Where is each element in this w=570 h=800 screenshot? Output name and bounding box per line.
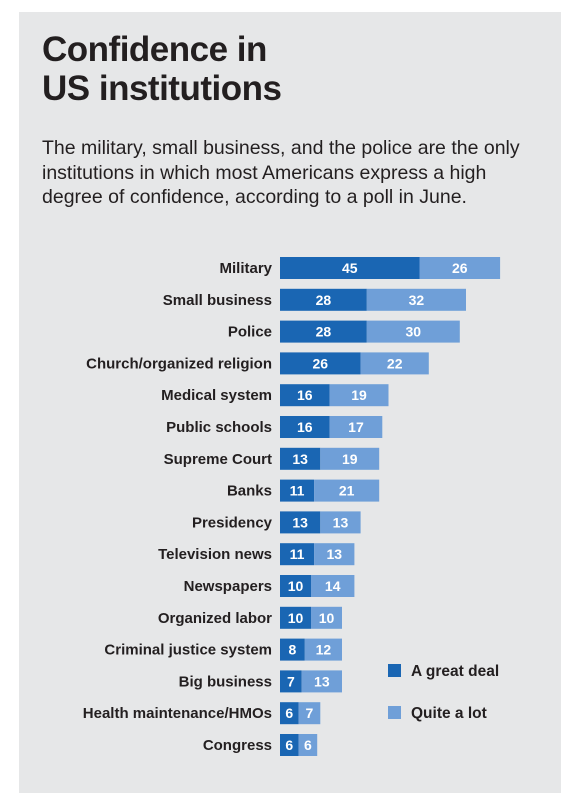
category-label-health-maintenance-hmos: Health maintenance/HMOs <box>83 705 272 722</box>
bar-a-great-deal-presidency <box>280 511 321 534</box>
category-label-banks: Banks <box>227 483 272 500</box>
value-label-a-great-deal-presidency: 13 <box>292 514 308 530</box>
value-label-a-great-deal-supreme-court: 13 <box>292 451 308 467</box>
value-label-a-great-deal-police: 28 <box>316 324 332 340</box>
category-label-police: Police <box>228 324 272 341</box>
value-label-quite-a-lot-military: 26 <box>452 260 468 276</box>
chart-title: Confidence in US institutions <box>42 30 282 108</box>
value-label-a-great-deal-health-maintenance-hmos: 6 <box>285 705 293 721</box>
value-label-a-great-deal-newspapers: 10 <box>288 578 304 594</box>
bar-quite-a-lot-big-business <box>301 670 342 693</box>
category-label-television-news: Television news <box>158 546 272 563</box>
bar-a-great-deal-police <box>280 320 367 343</box>
bar-a-great-deal-small-business <box>280 288 367 311</box>
category-label-public-schools: Public schools <box>166 419 272 436</box>
value-label-quite-a-lot-presidency: 13 <box>333 514 349 530</box>
value-label-a-great-deal-congress: 6 <box>285 737 293 753</box>
value-label-a-great-deal-military: 45 <box>342 260 358 276</box>
category-label-church-organized-religion: Church/organized religion <box>86 355 272 372</box>
value-label-quite-a-lot-organized-labor: 10 <box>319 610 335 626</box>
value-label-quite-a-lot-small-business: 32 <box>409 292 425 308</box>
bar-a-great-deal-church-organized-religion <box>280 352 361 375</box>
bar-a-great-deal-big-business <box>280 670 302 693</box>
legend-label-quite-a-lot: Quite a lot <box>411 705 487 722</box>
category-label-organized-labor: Organized labor <box>158 610 272 627</box>
bar-quite-a-lot-presidency <box>320 511 361 534</box>
legend-swatch-quite-a-lot <box>388 706 401 719</box>
bar-quite-a-lot-congress <box>298 734 318 756</box>
bar-a-great-deal-health-maintenance-hmos <box>280 702 299 725</box>
value-label-a-great-deal-medical-system: 16 <box>297 387 313 403</box>
bar-a-great-deal-banks <box>280 479 315 502</box>
value-label-a-great-deal-television-news: 11 <box>290 546 305 562</box>
bar-quite-a-lot-medical-system <box>329 384 389 407</box>
category-label-criminal-justice-system: Criminal justice system <box>104 642 272 659</box>
bar-quite-a-lot-supreme-court <box>320 447 380 470</box>
category-label-presidency: Presidency <box>192 514 273 531</box>
value-label-a-great-deal-public-schools: 16 <box>297 419 313 435</box>
bar-quite-a-lot-military <box>419 257 501 279</box>
legend-swatch-a-great-deal <box>388 664 401 677</box>
bar-quite-a-lot-public-schools <box>329 416 383 438</box>
value-label-quite-a-lot-criminal-justice-system: 12 <box>316 642 332 658</box>
value-label-quite-a-lot-television-news: 13 <box>326 546 342 562</box>
value-label-a-great-deal-criminal-justice-system: 8 <box>289 642 297 658</box>
bar-quite-a-lot-criminal-justice-system <box>304 638 342 661</box>
value-label-quite-a-lot-big-business: 13 <box>314 673 330 689</box>
category-label-big-business: Big business <box>179 673 272 690</box>
bar-a-great-deal-supreme-court <box>280 447 321 470</box>
value-label-quite-a-lot-church-organized-religion: 22 <box>387 355 403 371</box>
bar-quite-a-lot-church-organized-religion <box>360 352 429 375</box>
value-label-a-great-deal-organized-labor: 10 <box>288 610 304 626</box>
value-label-a-great-deal-banks: 11 <box>290 483 305 499</box>
bar-a-great-deal-television-news <box>280 543 315 566</box>
value-label-quite-a-lot-newspapers: 14 <box>325 578 341 594</box>
bar-quite-a-lot-police <box>366 320 460 343</box>
value-label-quite-a-lot-health-maintenance-hmos: 7 <box>306 705 314 721</box>
bar-a-great-deal-medical-system <box>280 384 330 407</box>
bar-quite-a-lot-newspapers <box>311 575 355 597</box>
value-label-a-great-deal-church-organized-religion: 26 <box>313 355 329 371</box>
bar-quite-a-lot-organized-labor <box>311 606 342 629</box>
bar-quite-a-lot-health-maintenance-hmos <box>298 702 321 725</box>
category-label-supreme-court: Supreme Court <box>164 451 272 468</box>
value-label-quite-a-lot-public-schools: 17 <box>348 419 364 435</box>
category-label-congress: Congress <box>203 737 272 754</box>
value-label-quite-a-lot-medical-system: 19 <box>351 387 367 403</box>
value-label-quite-a-lot-banks: 21 <box>339 483 355 499</box>
bar-a-great-deal-military <box>280 257 420 279</box>
chart-subtitle: The military, small business, and the po… <box>42 137 520 208</box>
bar-quite-a-lot-banks <box>314 479 380 502</box>
value-label-a-great-deal-small-business: 28 <box>316 292 332 308</box>
bar-a-great-deal-newspapers <box>280 575 311 597</box>
bar-a-great-deal-criminal-justice-system <box>280 638 305 661</box>
value-label-quite-a-lot-supreme-court: 19 <box>342 451 358 467</box>
legend-label-a-great-deal: A great deal <box>411 663 499 680</box>
category-label-newspapers: Newspapers <box>184 578 272 595</box>
bar-a-great-deal-congress <box>280 734 299 756</box>
bar-quite-a-lot-television-news <box>314 543 355 566</box>
category-label-medical-system: Medical system <box>161 387 272 404</box>
bar-a-great-deal-public-schools <box>280 416 330 438</box>
value-label-a-great-deal-big-business: 7 <box>287 673 295 689</box>
value-label-quite-a-lot-police: 30 <box>406 324 422 340</box>
bar-a-great-deal-organized-labor <box>280 606 311 629</box>
category-label-military: Military <box>219 260 272 277</box>
value-label-quite-a-lot-congress: 6 <box>304 737 312 753</box>
bar-quite-a-lot-small-business <box>366 288 466 311</box>
category-label-small-business: Small business <box>163 292 272 309</box>
